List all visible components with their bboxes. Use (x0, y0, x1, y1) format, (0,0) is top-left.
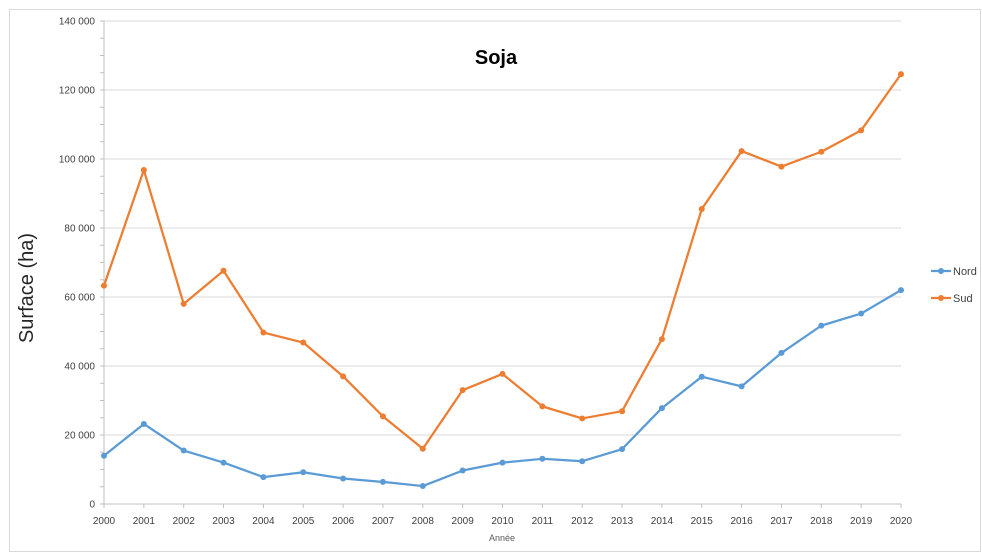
x-tick-label: 2020 (890, 516, 913, 527)
x-tick-label: 2019 (850, 516, 873, 527)
data-point-nord (340, 475, 347, 482)
y-tick-label: 140 000 (59, 17, 96, 28)
x-tick-label: 2014 (651, 516, 674, 527)
data-point-sud (818, 148, 825, 155)
data-point-nord (778, 349, 785, 356)
data-point-nord (898, 287, 904, 294)
data-point-nord (698, 373, 705, 380)
data-point-sud (539, 403, 546, 410)
data-point-sud (340, 373, 347, 380)
y-axis-title: Surface (ha) (16, 233, 38, 343)
data-point-nord (858, 310, 865, 317)
legend-label: Sud (953, 293, 973, 305)
x-tick-label: 2015 (691, 516, 714, 527)
x-tick-label: 2003 (212, 516, 235, 527)
x-tick-label: 2007 (372, 516, 395, 527)
data-point-sud (101, 282, 107, 289)
data-point-nord (738, 383, 745, 390)
data-point-sud (658, 336, 665, 343)
x-tick-label: 2016 (730, 516, 753, 527)
legend-entry-nord: Nord (931, 266, 977, 278)
x-tick-label: 2002 (173, 516, 196, 527)
data-point-nord (300, 469, 307, 476)
data-point-nord (818, 322, 825, 329)
data-point-sud (220, 267, 227, 274)
gridlines (104, 20, 901, 436)
data-point-sud (698, 206, 705, 213)
data-point-nord (180, 447, 187, 454)
x-tick-label: 2001 (133, 516, 156, 527)
y-tick-label: 100 000 (59, 155, 96, 166)
legend-swatch-marker (938, 295, 944, 301)
x-axis-title: Année (489, 533, 515, 543)
y-tick-label: 0 (89, 500, 95, 511)
x-tick-label: 2000 (93, 516, 116, 527)
y-tick-label: 20 000 (64, 431, 95, 442)
x-tick-label: 2012 (571, 516, 594, 527)
data-point-sud (300, 339, 307, 346)
data-point-nord (658, 405, 665, 412)
x-tick-label: 2013 (611, 516, 634, 527)
series (101, 71, 904, 490)
y-tick-label: 40 000 (64, 362, 95, 373)
data-point-nord (260, 474, 267, 481)
data-point-sud (419, 445, 426, 452)
series-line-nord (102, 288, 903, 488)
data-point-nord (619, 446, 626, 453)
x-tick-label: 2004 (252, 516, 275, 527)
series-line-sud (102, 73, 903, 450)
data-point-sud (778, 163, 785, 170)
data-point-sud (499, 370, 506, 377)
x-tick-label: 2008 (412, 516, 435, 527)
data-point-nord (419, 483, 426, 490)
axes: 0 20 000 40 000 60 000 80 000 100 000 120 000 1… (59, 17, 913, 528)
x-tick-label: 2018 (810, 516, 833, 527)
x-tick-label: 2005 (292, 516, 315, 527)
data-point-nord (220, 459, 227, 466)
data-point-sud (738, 148, 745, 155)
data-point-sud (619, 408, 626, 415)
data-point-sud (858, 127, 865, 134)
legend: Nord Sud (931, 266, 977, 305)
x-tick-label: 2011 (532, 516, 554, 527)
data-point-nord (459, 467, 466, 474)
data-point-sud (459, 387, 466, 394)
data-point-sud (379, 413, 386, 420)
data-point-sud (180, 300, 187, 307)
series-nord (101, 287, 904, 490)
x-tick-label: 2010 (491, 516, 514, 527)
legend-label: Nord (953, 266, 977, 278)
data-point-sud (260, 329, 267, 336)
y-tick-label: 60 000 (64, 293, 95, 304)
data-point-nord (499, 459, 506, 466)
x-tick-label: 2009 (452, 516, 475, 527)
series-sud (101, 71, 904, 452)
x-tick-label: 2017 (770, 516, 793, 527)
legend-entry-sud: Sud (931, 293, 973, 305)
data-point-nord (579, 458, 586, 465)
data-point-sud (898, 71, 904, 78)
x-tick-label: 2006 (332, 516, 355, 527)
chart-title: Soja (475, 47, 518, 69)
data-point-nord (539, 455, 546, 462)
data-point-nord (101, 452, 107, 459)
legend-swatch-marker (938, 268, 944, 274)
data-point-sud (140, 167, 147, 174)
data-point-nord (379, 478, 386, 485)
data-point-sud (579, 415, 586, 422)
data-point-nord (140, 420, 147, 427)
y-tick-label: 80 000 (64, 224, 95, 235)
y-tick-label: 120 000 (59, 86, 96, 97)
